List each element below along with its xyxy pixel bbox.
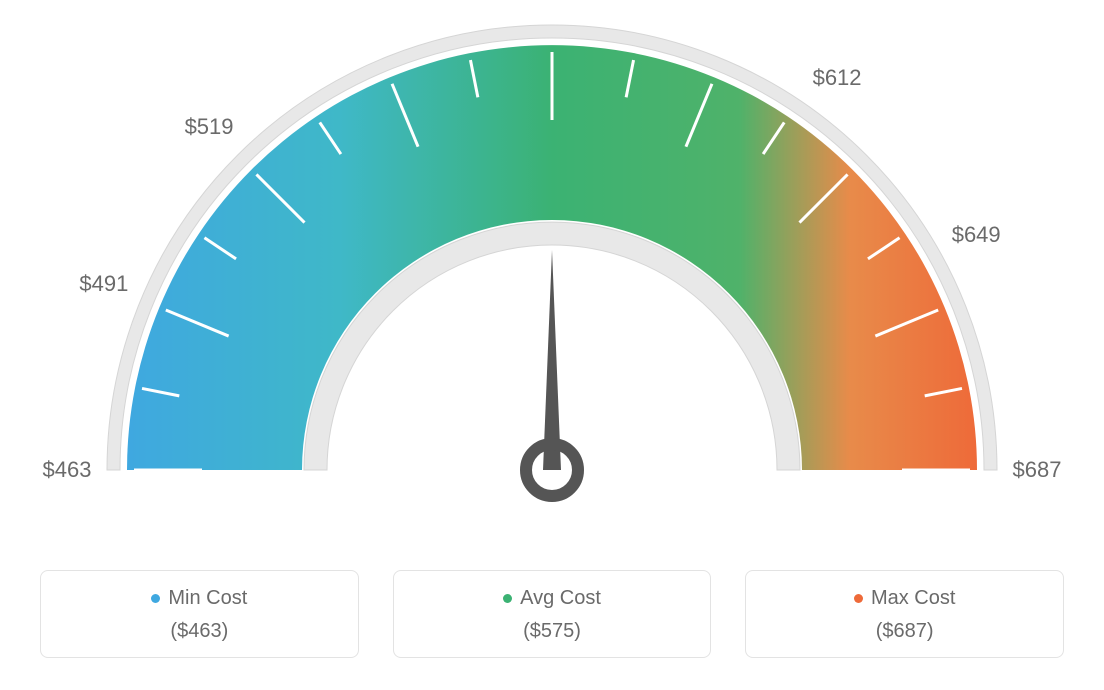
tick-label: $463 bbox=[43, 457, 92, 483]
legend-value: ($575) bbox=[394, 620, 711, 643]
tick-label: $491 bbox=[79, 271, 128, 297]
needle bbox=[543, 250, 561, 470]
legend-value: ($463) bbox=[41, 620, 358, 643]
legend-dot-icon bbox=[503, 594, 512, 603]
legend-card: Avg Cost ($575) bbox=[393, 570, 712, 658]
legend-label-text: Avg Cost bbox=[520, 587, 601, 609]
legend-dot-icon bbox=[854, 594, 863, 603]
legend-card: Max Cost ($687) bbox=[745, 570, 1064, 658]
legend-value: ($687) bbox=[746, 620, 1063, 643]
legend-dot-icon bbox=[151, 594, 160, 603]
legend-title: Min Cost bbox=[41, 587, 358, 610]
legend-title: Avg Cost bbox=[394, 587, 711, 610]
tick-label: $649 bbox=[952, 222, 1001, 248]
tick-label: $519 bbox=[185, 114, 234, 140]
tick-label: $612 bbox=[813, 65, 862, 91]
legend-label-text: Min Cost bbox=[168, 587, 247, 609]
tick-label: $687 bbox=[1013, 457, 1062, 483]
gauge-svg bbox=[0, 0, 1104, 560]
legend-row: Min Cost ($463) Avg Cost ($575) Max Cost ($68… bbox=[0, 570, 1104, 658]
gauge-chart: $463$491$519$575$612$649$687 bbox=[0, 0, 1104, 560]
legend-label-text: Max Cost bbox=[871, 587, 955, 609]
legend-title: Max Cost bbox=[746, 587, 1063, 610]
legend-card: Min Cost ($463) bbox=[40, 570, 359, 658]
